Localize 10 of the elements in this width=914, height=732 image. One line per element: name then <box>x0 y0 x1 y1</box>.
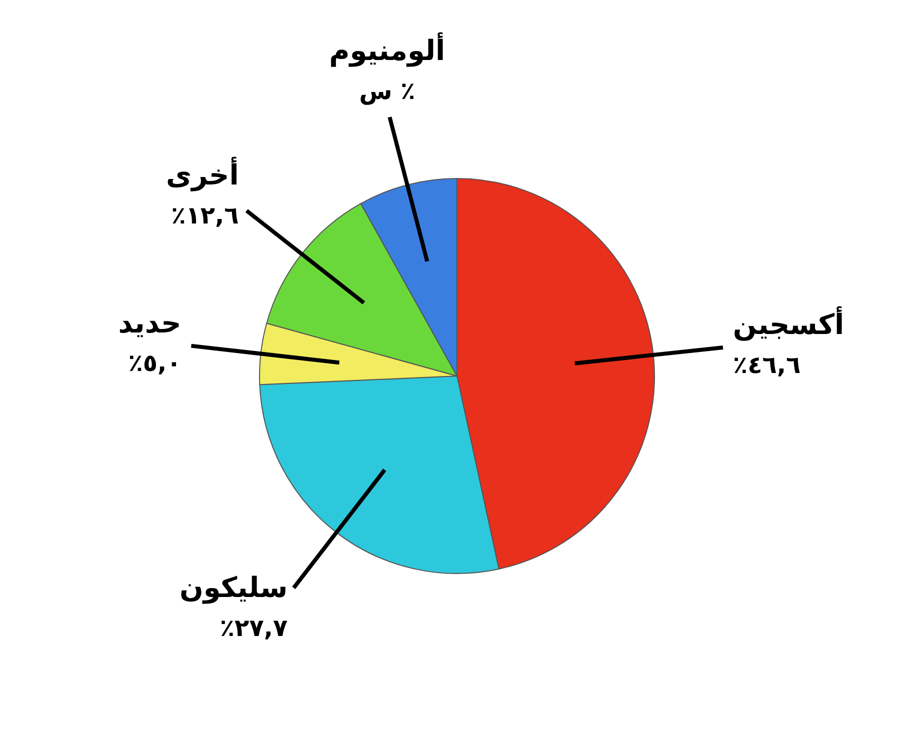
slice-label: حديد <box>118 306 182 340</box>
slice-label: أخرى <box>166 156 239 192</box>
data-label: ٪٥,٠ <box>128 349 182 378</box>
slice-label: أكسجين <box>732 306 844 342</box>
data-label: ٪١٢,٦ <box>171 202 239 230</box>
slice-label: سليكون <box>179 570 288 604</box>
slice-label: ألومنيوم <box>329 32 446 68</box>
data-label: س ٪ <box>359 77 416 106</box>
data-label: ٪٢٧,٧ <box>220 614 288 642</box>
data-label: ٪٤٦,٦ <box>732 351 801 380</box>
